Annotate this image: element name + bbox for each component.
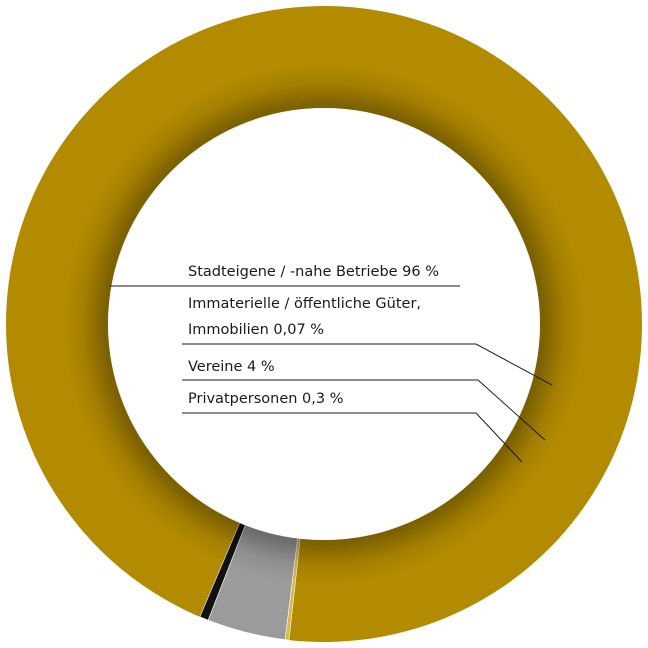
slice-label-3-line-1: Vereine 4 % <box>188 359 275 375</box>
slice-label-4-line-1: Privatpersonen 0,3 % <box>188 391 344 407</box>
slice-leader-line-4 <box>182 412 523 463</box>
slice-label-2-line-1: Immaterielle / öffentliche Güter, <box>188 296 421 312</box>
slice-label-1-line-1: Stadteigene / -nahe Betriebe 96 % <box>188 264 439 280</box>
slice-leader-line-2 <box>182 343 553 386</box>
slice-labels: Stadteigene / -nahe Betriebe 96 % Immater… <box>110 264 553 463</box>
slice-label-2-line-2: Immobilien 0,07 % <box>188 322 324 338</box>
donut-hole <box>108 108 540 540</box>
slice-leader-line-3 <box>182 379 546 441</box>
